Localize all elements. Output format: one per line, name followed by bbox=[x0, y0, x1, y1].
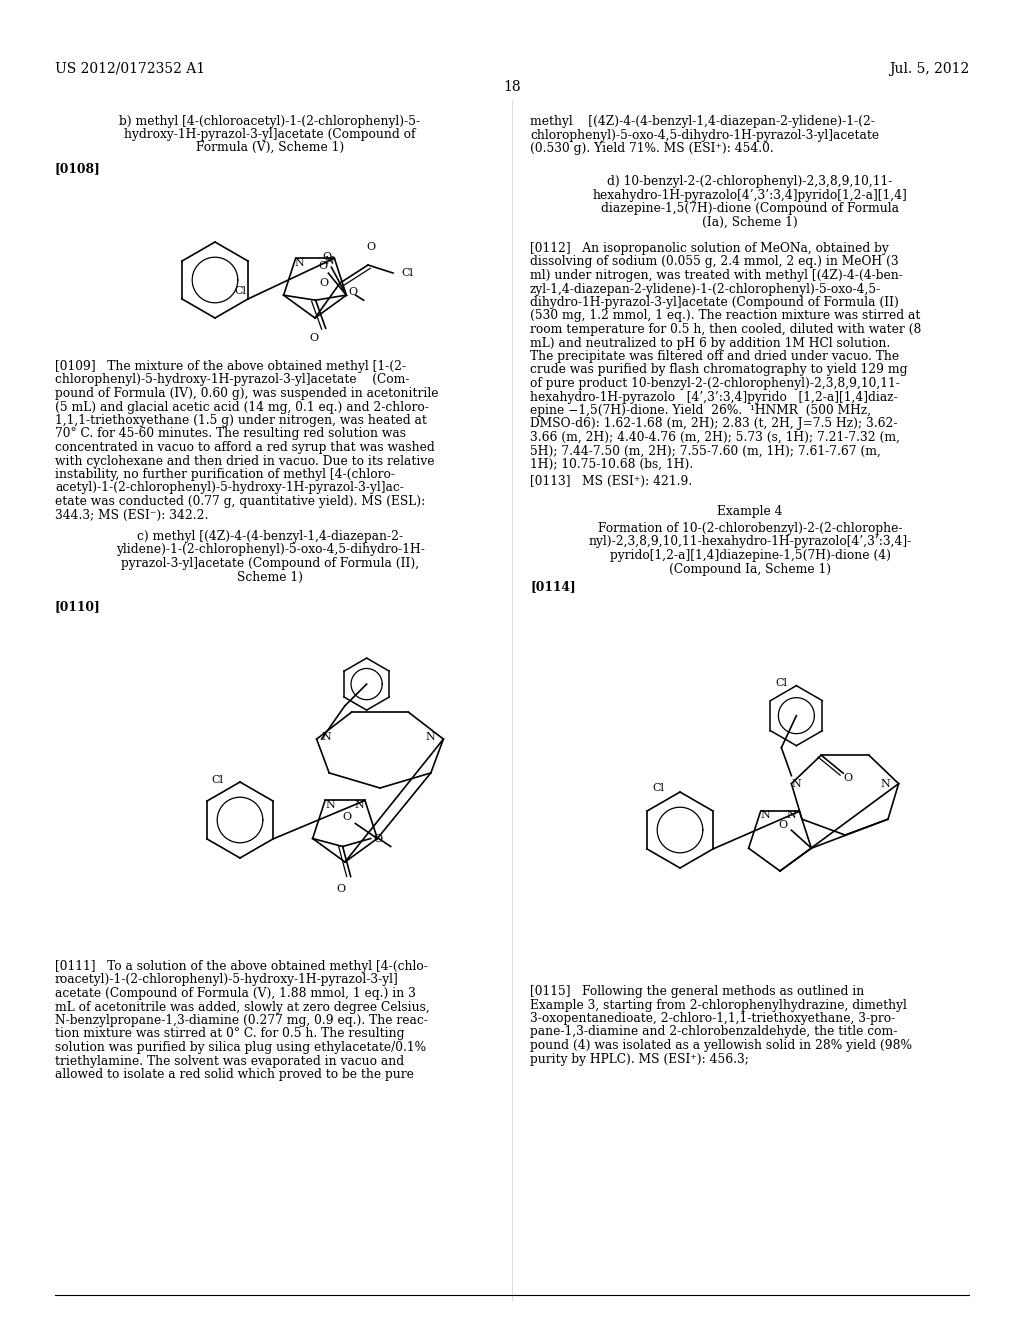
Text: 3-oxopentanedioate, 2-chloro-1,1,1-triethoxyethane, 3-pro-: 3-oxopentanedioate, 2-chloro-1,1,1-triet… bbox=[530, 1012, 895, 1026]
Text: 3.66 (m, 2H); 4.40-4.76 (m, 2H); 5.73 (s, 1H); 7.21-7.32 (m,: 3.66 (m, 2H); 4.40-4.76 (m, 2H); 5.73 (s… bbox=[530, 432, 900, 444]
Text: N: N bbox=[326, 800, 335, 810]
Text: Cl: Cl bbox=[653, 783, 665, 793]
Text: Example 3, starting from 2-chlorophenylhydrazine, dimethyl: Example 3, starting from 2-chlorophenylh… bbox=[530, 998, 907, 1011]
Text: chlorophenyl)-5-oxo-4,5-dihydro-1H-pyrazol-3-yl]acetate: chlorophenyl)-5-oxo-4,5-dihydro-1H-pyraz… bbox=[530, 128, 880, 141]
Text: etate was conducted (0.77 g, quantitative yield). MS (ESL):: etate was conducted (0.77 g, quantitativ… bbox=[55, 495, 425, 508]
Text: with cyclohexane and then dried in vacuo. Due to its relative: with cyclohexane and then dried in vacuo… bbox=[55, 454, 434, 467]
Text: (0.530 g). Yield 71%. MS (ESI⁺): 454.0.: (0.530 g). Yield 71%. MS (ESI⁺): 454.0. bbox=[530, 143, 774, 154]
Text: US 2012/0172352 A1: US 2012/0172352 A1 bbox=[55, 62, 205, 77]
Text: N: N bbox=[325, 256, 334, 267]
Text: N: N bbox=[786, 810, 797, 820]
Text: O: O bbox=[323, 252, 332, 263]
Text: [0111]   To a solution of the above obtained methyl [4-(chlo-: [0111] To a solution of the above obtain… bbox=[55, 960, 428, 973]
Text: [0109]   The mixture of the above obtained methyl [1-(2-: [0109] The mixture of the above obtained… bbox=[55, 360, 407, 374]
Text: epine −1,5(7H)-dione. Yield  26%.  ¹HNMR  (500 MHz,: epine −1,5(7H)-dione. Yield 26%. ¹HNMR (… bbox=[530, 404, 871, 417]
Text: N: N bbox=[426, 733, 435, 742]
Text: The precipitate was filtered off and dried under vacuo. The: The precipitate was filtered off and dri… bbox=[530, 350, 899, 363]
Text: N: N bbox=[322, 733, 332, 742]
Text: dihydro-1H-pyrazol-3-yl]acetate (Compound of Formula (II): dihydro-1H-pyrazol-3-yl]acetate (Compoun… bbox=[530, 296, 899, 309]
Text: N-benzylpropane-1,3-diamine (0.277 mg, 0.9 eq.). The reac-: N-benzylpropane-1,3-diamine (0.277 mg, 0… bbox=[55, 1014, 428, 1027]
Text: N: N bbox=[761, 810, 770, 820]
Text: Cl: Cl bbox=[401, 268, 413, 279]
Text: (5 mL) and glacial acetic acid (14 mg, 0.1 eq.) and 2-chloro-: (5 mL) and glacial acetic acid (14 mg, 0… bbox=[55, 400, 429, 413]
Text: solution was purified by silica plug using ethylacetate/0.1%: solution was purified by silica plug usi… bbox=[55, 1041, 426, 1053]
Text: 1,1,1-triethoxyethane (1.5 g) under nitrogen, was heated at: 1,1,1-triethoxyethane (1.5 g) under nitr… bbox=[55, 414, 427, 426]
Text: [0113]   MS (ESI⁺): 421.9.: [0113] MS (ESI⁺): 421.9. bbox=[530, 475, 692, 488]
Text: O: O bbox=[336, 883, 345, 894]
Text: O: O bbox=[309, 333, 318, 343]
Text: concentrated in vacuo to afford a red syrup that was washed: concentrated in vacuo to afford a red sy… bbox=[55, 441, 435, 454]
Text: O: O bbox=[844, 774, 853, 783]
Text: pyrazol-3-yl]acetate (Compound of Formula (II),: pyrazol-3-yl]acetate (Compound of Formul… bbox=[121, 557, 419, 570]
Text: pyrido[1,2-a][1,4]diazepine-1,5(7H)-dione (4): pyrido[1,2-a][1,4]diazepine-1,5(7H)-dion… bbox=[609, 549, 891, 562]
Text: 5H); 7.44-7.50 (m, 2H); 7.55-7.60 (m, 1H); 7.61-7.67 (m,: 5H); 7.44-7.50 (m, 2H); 7.55-7.60 (m, 1H… bbox=[530, 445, 881, 458]
Text: methyl    [(4Z)-4-(4-benzyl-1,4-diazepan-2-ylidene)-1-(2-: methyl [(4Z)-4-(4-benzyl-1,4-diazepan-2-… bbox=[530, 115, 874, 128]
Text: tion mixture was stirred at 0° C. for 0.5 h. The resulting: tion mixture was stirred at 0° C. for 0.… bbox=[55, 1027, 404, 1040]
Text: O: O bbox=[348, 288, 357, 297]
Text: room temperature for 0.5 h, then cooled, diluted with water (8: room temperature for 0.5 h, then cooled,… bbox=[530, 323, 922, 337]
Text: Jul. 5, 2012: Jul. 5, 2012 bbox=[889, 62, 969, 77]
Text: zyl-1,4-diazepan-2-ylidene)-1-(2-chlorophenyl)-5-oxo-4,5-: zyl-1,4-diazepan-2-ylidene)-1-(2-chlorop… bbox=[530, 282, 882, 296]
Text: allowed to isolate a red solid which proved to be the pure: allowed to isolate a red solid which pro… bbox=[55, 1068, 414, 1081]
Text: Example 4: Example 4 bbox=[717, 506, 782, 517]
Text: dissolving of sodium (0.055 g, 2.4 mmol, 2 eq.) in MeOH (3: dissolving of sodium (0.055 g, 2.4 mmol,… bbox=[530, 256, 899, 268]
Text: (530 mg, 1.2 mmol, 1 eq.). The reaction mixture was stirred at: (530 mg, 1.2 mmol, 1 eq.). The reaction … bbox=[530, 309, 921, 322]
Text: 70° C. for 45-60 minutes. The resulting red solution was: 70° C. for 45-60 minutes. The resulting … bbox=[55, 428, 406, 441]
Text: (Compound Ia, Scheme 1): (Compound Ia, Scheme 1) bbox=[669, 562, 831, 576]
Text: 18: 18 bbox=[503, 81, 521, 94]
Text: crude was purified by flash chromatography to yield 129 mg: crude was purified by flash chromatograp… bbox=[530, 363, 907, 376]
Text: [0112]   An isopropanolic solution of MeONa, obtained by: [0112] An isopropanolic solution of MeON… bbox=[530, 242, 889, 255]
Text: Formation of 10-(2-chlorobenzyl)-2-(2-chlorophe-: Formation of 10-(2-chlorobenzyl)-2-(2-ch… bbox=[598, 521, 902, 535]
Text: instability, no further purification of methyl [4-(chloro-: instability, no further purification of … bbox=[55, 469, 395, 480]
Text: pane-1,3-diamine and 2-chlorobenzaldehyde, the title com-: pane-1,3-diamine and 2-chlorobenzaldehyd… bbox=[530, 1026, 897, 1039]
Text: O: O bbox=[374, 833, 383, 843]
Text: hexahydro-1H-pyrazolo[4’,3’:3,4]pyrido[1,2-a][1,4]: hexahydro-1H-pyrazolo[4’,3’:3,4]pyrido[1… bbox=[593, 189, 907, 202]
Text: [0114]: [0114] bbox=[530, 579, 575, 593]
Text: chlorophenyl)-5-hydroxy-1H-pyrazol-3-yl]acetate    (Com-: chlorophenyl)-5-hydroxy-1H-pyrazol-3-yl]… bbox=[55, 374, 410, 387]
Text: roacetyl)-1-(2-chlorophenyl)-5-hydroxy-1H-pyrazol-3-yl]: roacetyl)-1-(2-chlorophenyl)-5-hydroxy-1… bbox=[55, 974, 398, 986]
Text: 1H); 10.75-10.68 (bs, 1H).: 1H); 10.75-10.68 (bs, 1H). bbox=[530, 458, 693, 471]
Text: Formula (V), Scheme 1): Formula (V), Scheme 1) bbox=[196, 141, 344, 154]
Text: Cl: Cl bbox=[211, 775, 223, 785]
Text: [0108]: [0108] bbox=[55, 162, 100, 176]
Text: [0110]: [0110] bbox=[55, 601, 100, 612]
Text: DMSO-d6): 1.62-1.68 (m, 2H); 2.83 (t, 2H, J=7.5 Hz); 3.62-: DMSO-d6): 1.62-1.68 (m, 2H); 2.83 (t, 2H… bbox=[530, 417, 897, 430]
Text: acetyl)-1-(2-chlorophenyl)-5-hydroxy-1H-pyrazol-3-yl]ac-: acetyl)-1-(2-chlorophenyl)-5-hydroxy-1H-… bbox=[55, 482, 403, 495]
Text: (Ia), Scheme 1): (Ia), Scheme 1) bbox=[702, 215, 798, 228]
Text: Cl: Cl bbox=[775, 677, 787, 688]
Text: pound (4) was isolated as a yellowish solid in 28% yield (98%: pound (4) was isolated as a yellowish so… bbox=[530, 1039, 912, 1052]
Text: of pure product 10-benzyl-2-(2-chlorophenyl)-2,3,8,9,10,11-: of pure product 10-benzyl-2-(2-chlorophe… bbox=[530, 378, 900, 389]
Text: hexahydro-1H-pyrazolo   [4’,3’:3,4]pyrido   [1,2-a][1,4]diaz-: hexahydro-1H-pyrazolo [4’,3’:3,4]pyrido … bbox=[530, 391, 898, 404]
Text: acetate (Compound of Formula (V), 1.88 mmol, 1 eq.) in 3: acetate (Compound of Formula (V), 1.88 m… bbox=[55, 987, 416, 1001]
Text: O: O bbox=[779, 820, 787, 830]
Text: nyl)-2,3,8,9,10,11-hexahydro-1H-pyrazolo[4’,3’:3,4]-: nyl)-2,3,8,9,10,11-hexahydro-1H-pyrazolo… bbox=[589, 536, 911, 549]
Text: O: O bbox=[319, 279, 329, 288]
Text: N: N bbox=[792, 779, 801, 788]
Text: ylidene)-1-(2-chlorophenyl)-5-oxo-4,5-dihydro-1H-: ylidene)-1-(2-chlorophenyl)-5-oxo-4,5-di… bbox=[116, 544, 424, 557]
Text: purity by HPLC). MS (ESI⁺): 456.3;: purity by HPLC). MS (ESI⁺): 456.3; bbox=[530, 1052, 749, 1065]
Text: N: N bbox=[354, 800, 364, 810]
Text: N: N bbox=[881, 779, 891, 788]
Text: Scheme 1): Scheme 1) bbox=[237, 570, 303, 583]
Text: O: O bbox=[318, 261, 328, 271]
Text: pound of Formula (IV), 0.60 g), was suspended in acetonitrile: pound of Formula (IV), 0.60 g), was susp… bbox=[55, 387, 438, 400]
Text: b) methyl [4-(chloroacetyl)-1-(2-chlorophenyl)-5-: b) methyl [4-(chloroacetyl)-1-(2-chlorop… bbox=[120, 115, 421, 128]
Text: mL of acetonitrile was added, slowly at zero degree Celsius,: mL of acetonitrile was added, slowly at … bbox=[55, 1001, 430, 1014]
Text: hydroxy-1H-pyrazol-3-yl]acetate (Compound of: hydroxy-1H-pyrazol-3-yl]acetate (Compoun… bbox=[124, 128, 416, 141]
Text: triethylamine. The solvent was evaporated in vacuo and: triethylamine. The solvent was evaporate… bbox=[55, 1055, 404, 1068]
Text: O: O bbox=[367, 242, 376, 252]
Text: diazepine-1,5(7H)-dione (Compound of Formula: diazepine-1,5(7H)-dione (Compound of For… bbox=[601, 202, 899, 215]
Text: [0115]   Following the general methods as outlined in: [0115] Following the general methods as … bbox=[530, 985, 864, 998]
Text: N: N bbox=[295, 259, 304, 268]
Text: O: O bbox=[343, 812, 352, 821]
Text: c) methyl [(4Z)-4-(4-benzyl-1,4-diazepan-2-: c) methyl [(4Z)-4-(4-benzyl-1,4-diazepan… bbox=[137, 531, 403, 543]
Text: 344.3; MS (ESI⁻): 342.2.: 344.3; MS (ESI⁻): 342.2. bbox=[55, 508, 208, 521]
Text: ml) under nitrogen, was treated with methyl [(4Z)-4-(4-ben-: ml) under nitrogen, was treated with met… bbox=[530, 269, 903, 282]
Text: Cl: Cl bbox=[233, 286, 246, 296]
Text: d) 10-benzyl-2-(2-chlorophenyl)-2,3,8,9,10,11-: d) 10-benzyl-2-(2-chlorophenyl)-2,3,8,9,… bbox=[607, 176, 893, 187]
Text: mL) and neutralized to pH 6 by addition 1M HCl solution.: mL) and neutralized to pH 6 by addition … bbox=[530, 337, 890, 350]
